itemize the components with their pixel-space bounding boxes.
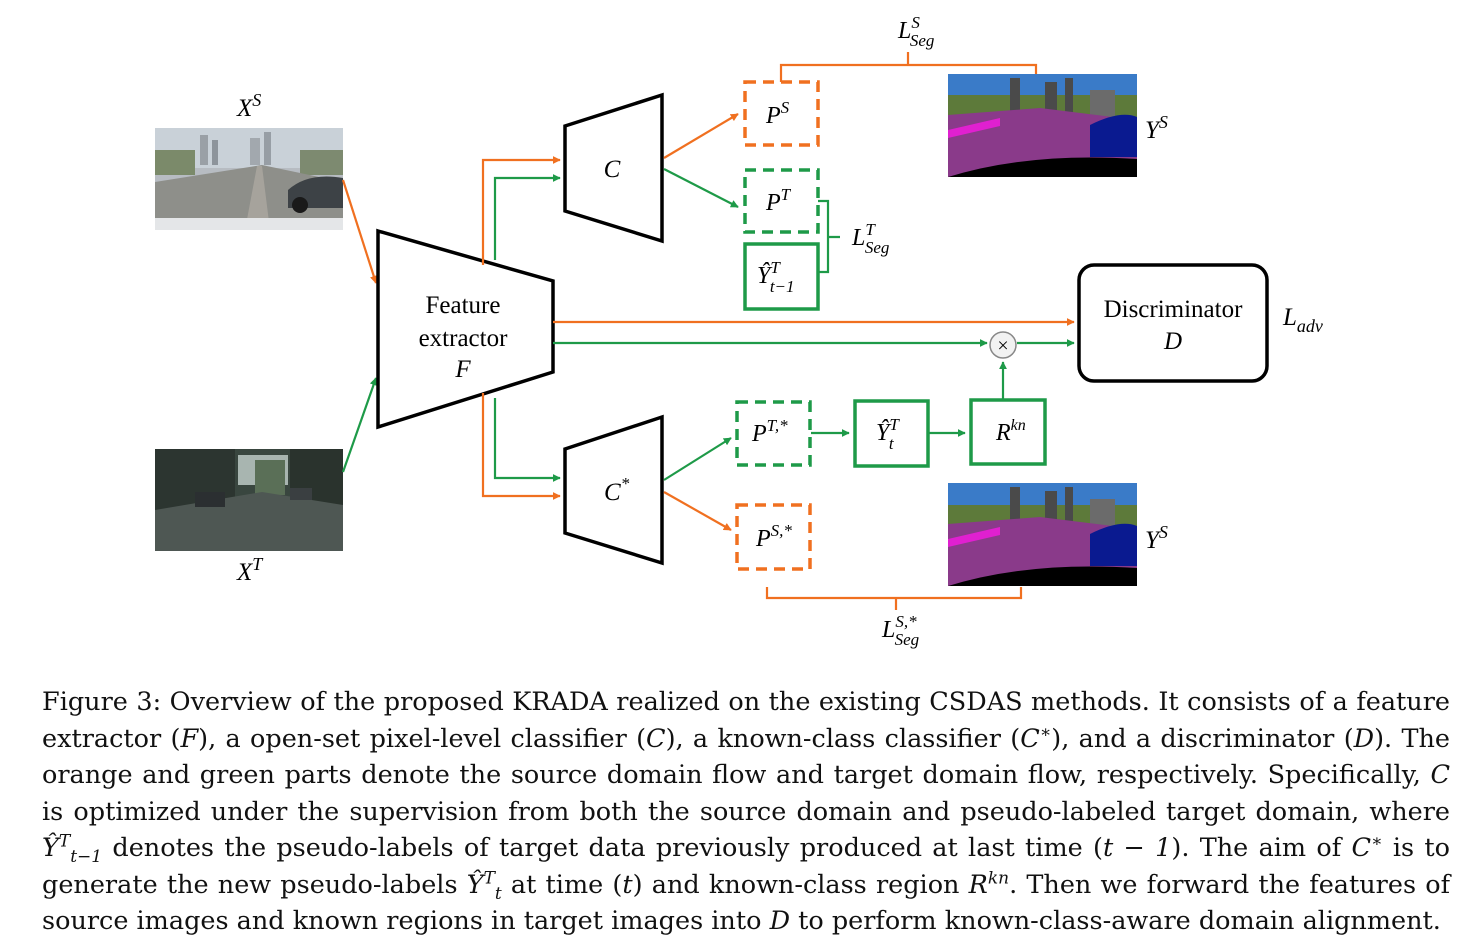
caption-text-2: ), a open-set pixel-level classifier ( — [198, 723, 647, 754]
c-to-pt-arrow — [663, 168, 739, 208]
new-pseudo-label-box — [853, 399, 930, 468]
architecture-diagram: XS XT Feature extractor F C C* PS PT ŶT t… — [155, 13, 1323, 649]
cstar-to-ptstar-arrow — [663, 437, 732, 481]
pt-box — [743, 168, 820, 234]
classifier-c-label: C — [604, 156, 621, 183]
caption-sym-c: C — [646, 723, 666, 754]
multiply-node — [989, 331, 1017, 359]
target-to-f-arrow — [341, 377, 378, 473]
f-to-cstar-green-flow — [493, 398, 561, 482]
caption-sym-r: R — [968, 869, 988, 900]
caption-text-4: ), and a discriminator ( — [1051, 723, 1354, 754]
discriminator-symbol: D — [1163, 328, 1182, 355]
caption-text-3: ), a known-class classifier ( — [665, 723, 1021, 754]
caption-label: Figure 3: — [42, 687, 162, 717]
prev-pseudo-label-box — [743, 242, 820, 311]
source-to-f-arrow — [341, 179, 378, 284]
feature-extractor-symbol: F — [454, 356, 471, 383]
adversarial-loss: Ladv — [1282, 304, 1323, 336]
discriminator-line1: Discriminator — [1104, 296, 1244, 323]
c-to-ps-arrow — [663, 113, 739, 159]
top-gt-label: YS — [1145, 112, 1168, 144]
source-image-label: XS — [236, 90, 261, 122]
classifier-c-block — [563, 92, 664, 244]
caption-sym-yhat: Ŷ — [42, 833, 59, 863]
source-gt-segmentation-top — [948, 74, 1137, 177]
caption-sym-t: t — [622, 869, 633, 900]
source-seg-star-bracket — [765, 587, 1023, 610]
target-image-xt — [155, 449, 343, 551]
caption-text-9: is to generate the new pseudo-labels — [42, 833, 1451, 900]
source-seg-star-loss: LS,* Seg — [881, 612, 919, 649]
target-image-label: XT — [236, 554, 264, 586]
ps-box — [743, 80, 820, 147]
caption-sym-star: ∗ — [1039, 722, 1052, 742]
caption-text-1: Overview of the proposed KRADA realized … — [42, 687, 1451, 754]
caption-sym-yhat2: Ŷ — [466, 869, 484, 900]
caption-sym-t-sup2: T — [483, 868, 495, 888]
source-image-xs — [155, 128, 343, 230]
caption-sym-cstar2: C — [1351, 833, 1372, 863]
figure-caption: Figure 3: Overview of the proposed KRADA… — [42, 684, 1450, 940]
discriminator-box — [1077, 263, 1269, 383]
caption-sym-f: F — [180, 723, 199, 754]
caption-sym-star2: ∗ — [1371, 831, 1383, 852]
caption-sym-t-sub: t — [494, 883, 502, 904]
caption-text-11: ) and known-class region — [632, 869, 969, 900]
f-to-c-orange-flow — [481, 156, 561, 265]
known-region-box — [969, 398, 1047, 466]
known-region-label: Rkn — [995, 417, 1026, 446]
caption-sym-kn: kn — [987, 868, 1010, 888]
caption-text-13: to perform known-class-aware domain alig… — [790, 906, 1441, 936]
caption-text-10: at time ( — [501, 869, 623, 900]
multiply-icon: × — [997, 335, 1008, 357]
caption-text-12: . Then we forward the features of source… — [42, 869, 1451, 937]
f-to-c-green-flow — [493, 174, 561, 260]
classifier-cstar-block — [563, 414, 664, 566]
source-seg-bracket — [779, 52, 1038, 82]
caption-sym-c2: C — [1430, 760, 1450, 790]
caption-sym-tminus1: t − 1 — [1102, 833, 1172, 863]
caption-text-7: denotes the pseudo-labels of target data… — [102, 833, 1103, 863]
psstar-box — [735, 503, 812, 571]
cstar-to-psstar-arrow — [663, 491, 732, 531]
caption-sym-cstar: C — [1020, 723, 1040, 754]
caption-text-8: ). The aim of — [1171, 833, 1352, 863]
source-seg-loss: LS Seg — [897, 13, 934, 50]
feature-extractor-line2: extractor — [419, 325, 509, 352]
caption-text-6: is optimized under the supervision from … — [42, 796, 1450, 827]
caption-sym-d2: D — [769, 906, 791, 936]
caption-sym-d: D — [1353, 723, 1375, 754]
caption-sym-t-sup: T — [58, 831, 71, 852]
f-to-cstar-orange-flow — [481, 393, 561, 500]
caption-text-5: ). The orange and green parts denote the… — [42, 723, 1450, 791]
target-seg-loss: LT Seg — [851, 220, 889, 257]
bottom-gt-label: YS — [1145, 522, 1168, 554]
feature-extractor-line1: Feature — [426, 292, 501, 319]
target-seg-bracket — [818, 199, 840, 274]
ptstar-box — [735, 400, 812, 467]
feature-extractor-block — [376, 228, 555, 430]
caption-sym-tm1: t−1 — [70, 847, 103, 868]
source-gt-segmentation-bottom — [948, 483, 1137, 586]
